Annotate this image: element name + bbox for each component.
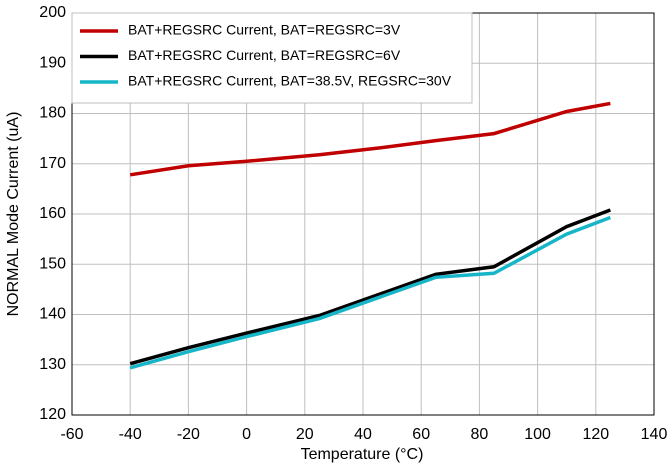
x-tick-label: 40 [354, 426, 372, 443]
y-tick-label: 120 [39, 406, 66, 423]
y-tick-label: 190 [39, 54, 66, 71]
y-tick-label: 200 [39, 4, 66, 21]
y-tick-label: 170 [39, 155, 66, 172]
y-tick-label: 160 [39, 205, 66, 222]
x-tick-label: 20 [296, 426, 314, 443]
x-axis-label: Temperature (°C) [301, 446, 424, 463]
x-tick-label: 100 [524, 426, 551, 443]
x-tick-label: 120 [582, 426, 609, 443]
x-tick-label: 140 [641, 426, 668, 443]
x-tick-label: 80 [471, 426, 489, 443]
x-tick-label: -40 [119, 426, 142, 443]
legend-label: BAT+REGSRC Current, BAT=REGSRC=3V [128, 22, 401, 38]
x-tick-label: 60 [412, 426, 430, 443]
series-line [129, 101, 611, 177]
series-line [129, 215, 611, 370]
legend-label: BAT+REGSRC Current, BAT=REGSRC=6V [128, 47, 401, 63]
series-line [129, 208, 611, 366]
y-tick-label: 130 [39, 356, 66, 373]
y-tick-label: 150 [39, 255, 66, 272]
legend-label: BAT+REGSRC Current, BAT=38.5V, REGSRC=30… [128, 73, 452, 89]
y-axis-label: NORMAL Mode Current (uA) [5, 112, 22, 317]
y-tick-label: 140 [39, 306, 66, 323]
x-tick-label: 0 [242, 426, 251, 443]
x-tick-label: -20 [177, 426, 200, 443]
x-tick-label: -60 [60, 426, 83, 443]
legend-box [71, 12, 473, 104]
y-tick-label: 180 [39, 105, 66, 122]
